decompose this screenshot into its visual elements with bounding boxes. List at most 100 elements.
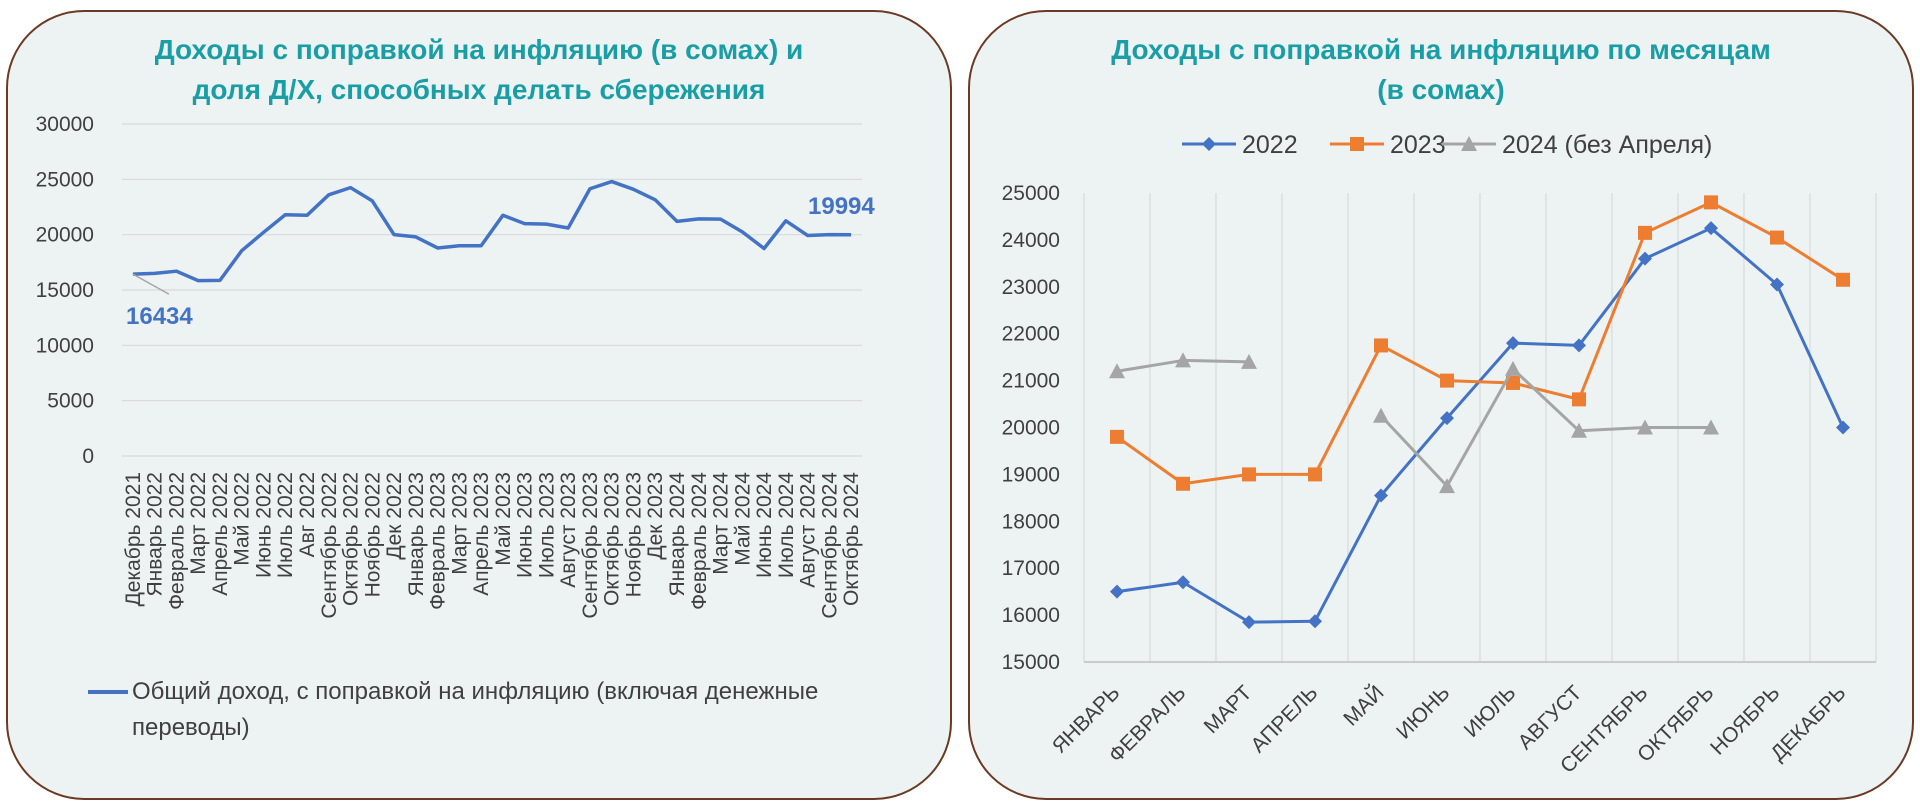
callout-end-value: 19994 — [808, 193, 875, 220]
marker-diamond — [1770, 277, 1784, 292]
marker-diamond — [1440, 411, 1454, 426]
marker-square — [1704, 195, 1718, 210]
left-x-tick-label: Апрель 2022 — [209, 472, 232, 596]
legend-label-0: 2022 — [1242, 131, 1298, 159]
left-x-tick-label: Июнь 2022 — [252, 472, 275, 578]
left-title-line-2: доля Д/Х, способных делать сбережения — [192, 74, 766, 105]
marker-square — [1506, 375, 1520, 390]
left-x-tick-label: Дек 2022 — [383, 472, 406, 560]
left-x-tick-label: Август 2024 — [797, 472, 820, 588]
left-y-tick-label: 20000 — [36, 224, 94, 247]
left-y-tick-label: 5000 — [47, 390, 94, 413]
marker-triangle — [1373, 407, 1389, 423]
marker-square — [1440, 373, 1454, 388]
marker-triangle — [1439, 478, 1455, 494]
right-chart-title: Доходы с поправкой на инфляцию по месяца… — [970, 30, 1912, 110]
left-y-tick-label: 30000 — [36, 113, 94, 136]
marker-square — [1836, 272, 1850, 287]
left-x-tick-label: Ноябрь 2023 — [622, 472, 645, 597]
left-x-tick-label: Март 2024 — [710, 472, 733, 575]
left-chart-title: Доходы с поправкой на инфляцию (в сомах)… — [8, 30, 950, 110]
marker-square — [1374, 338, 1388, 353]
callout-start-value: 16434 — [126, 303, 193, 330]
right-x-tick-label: МАЙ — [1339, 681, 1389, 731]
left-x-tick-label: Сентябрь 2024 — [818, 472, 841, 619]
marker-triangle — [1241, 353, 1257, 369]
marker-triangle — [1703, 419, 1719, 435]
left-x-tick-label: Май 2022 — [231, 472, 254, 566]
right-y-tick-label: 22000 — [1002, 323, 1060, 346]
legend-label-1: 2023 — [1390, 131, 1446, 159]
left-series-line — [132, 179, 852, 283]
left-title-line-1: Доходы с поправкой на инфляцию (в сомах)… — [154, 34, 804, 65]
left-x-tick-label: Дек 2023 — [644, 472, 667, 560]
left-x-tick-label: Февраль 2023 — [427, 472, 450, 610]
marker-diamond — [1836, 420, 1850, 435]
marker-square — [1110, 429, 1124, 444]
marker-triangle — [1109, 363, 1125, 379]
marker-diamond — [1374, 488, 1388, 503]
right-y-tick-label: 17000 — [1002, 557, 1060, 580]
left-y-tick-label: 0 — [82, 445, 94, 468]
left-x-tick-label: Май 2023 — [492, 472, 515, 566]
right-y-tick-label: 20000 — [1002, 417, 1060, 440]
right-chart-plot: 15000 16000 17000 18000 19000 20000 21000 22000… — [1002, 131, 1877, 778]
marker-diamond — [1704, 221, 1718, 236]
marker-square — [1638, 225, 1652, 240]
marker-square — [1242, 467, 1256, 482]
left-x-tick-label: Январь 2022 — [144, 472, 167, 597]
legend-label-2: 2024 (без Апреля) — [1502, 131, 1712, 159]
right-y-tick-label: 16000 — [1002, 604, 1060, 627]
left-y-tick-label: 10000 — [36, 334, 94, 357]
right-x-tick-label: ИЮЛЬ — [1460, 681, 1521, 742]
right-y-tick-label: 25000 — [1002, 182, 1060, 205]
left-y-tick-label: 25000 — [36, 168, 94, 191]
marker-diamond — [1308, 614, 1322, 629]
callout-leader-line — [132, 273, 170, 295]
right-y-tick-label: 21000 — [1002, 370, 1060, 393]
marker-diamond — [1242, 615, 1256, 630]
left-x-tick-label: Февраль 2022 — [165, 472, 188, 610]
right-x-tick-label: МАРТ — [1200, 681, 1257, 738]
left-x-tick-label: Август 2023 — [557, 472, 580, 588]
marker-square — [1572, 392, 1586, 407]
marker-diamond — [1176, 575, 1190, 590]
right-y-tick-label: 24000 — [1002, 229, 1060, 252]
left-x-tick-label: Июль 2024 — [775, 472, 798, 578]
marker-triangle — [1637, 419, 1653, 435]
marker-diamond — [1506, 336, 1520, 351]
left-x-tick-label: Июль 2023 — [535, 472, 558, 578]
right-x-tick-label: АПРЕЛЬ — [1247, 681, 1323, 757]
right-chart-panel: Доходы с поправкой на инфляцию по месяца… — [968, 10, 1914, 800]
right-title-line-2: (в сомах) — [1377, 74, 1505, 105]
right-x-tick-label: ИЮНЬ — [1392, 681, 1454, 743]
series-line-1 — [1116, 200, 1844, 486]
left-x-tick-label: Ноябрь 2022 — [361, 472, 384, 597]
right-y-tick-label: 18000 — [1002, 510, 1060, 533]
marker-diamond — [1572, 338, 1586, 353]
marker-square — [1308, 467, 1322, 482]
left-legend-label: Общий доход, с поправкой на инфляцию (вк… — [132, 678, 819, 741]
marker-triangle — [1175, 352, 1191, 368]
right-y-tick-label: 23000 — [1002, 276, 1060, 299]
right-y-tick-label: 15000 — [1002, 651, 1060, 674]
left-x-tick-label: Май 2024 — [731, 472, 754, 566]
marker-square — [1176, 476, 1190, 491]
left-y-tick-label: 15000 — [36, 279, 94, 302]
marker-triangle — [1571, 422, 1587, 438]
left-x-tick-label: Февраль 2024 — [688, 472, 711, 610]
left-x-tick-label: Март 2022 — [187, 472, 210, 575]
left-x-tick-label: Январь 2024 — [666, 472, 689, 597]
left-x-tick-label: Январь 2023 — [405, 472, 428, 597]
right-y-tick-label: 19000 — [1002, 463, 1060, 486]
left-chart-plot: 0 5000 10000 15000 20000 25000 30000 Декабрь 20… — [36, 113, 875, 694]
left-x-tick-label: Октябрь 2022 — [340, 472, 363, 606]
marker-triangle — [1505, 360, 1521, 376]
marker-square — [1350, 137, 1364, 151]
marker-diamond — [1638, 251, 1652, 266]
left-x-tick-label: Июнь 2024 — [753, 472, 776, 578]
left-x-tick-label: Авг 2022 — [296, 472, 319, 557]
marker-triangle — [1461, 136, 1477, 151]
left-x-tick-label: Сентябрь 2023 — [579, 472, 602, 619]
series-line-2 — [1379, 367, 1711, 488]
